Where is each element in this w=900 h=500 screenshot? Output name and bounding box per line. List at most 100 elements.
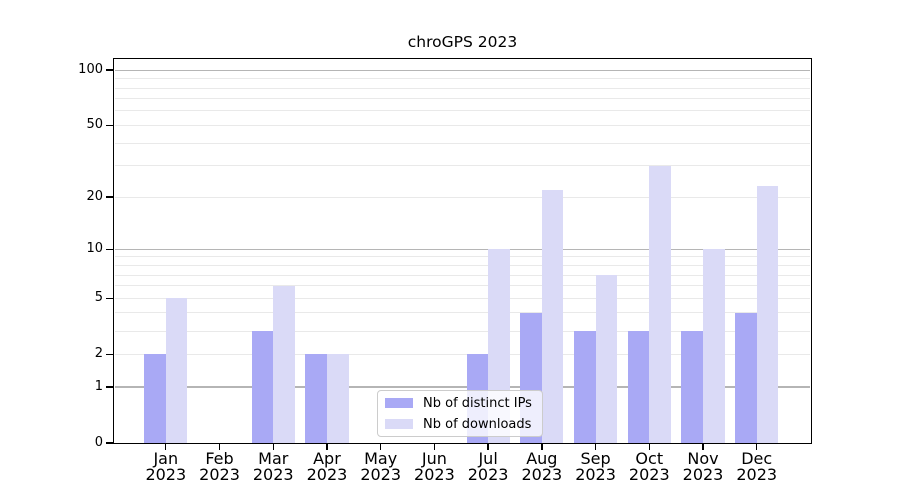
y-tick-mark	[106, 297, 113, 299]
x-tick-month: Jul	[478, 449, 498, 468]
minor-gridline	[115, 353, 810, 355]
minor-gridline	[115, 124, 810, 126]
x-tick-month: May	[364, 449, 398, 468]
x-tick-label: Oct 2023	[617, 451, 681, 482]
bar-ips-nov	[681, 331, 703, 443]
x-tick-label: May 2023	[349, 451, 413, 482]
x-tick-label: Jun 2023	[402, 451, 466, 482]
x-tick-month: Feb	[205, 449, 234, 468]
minor-gridline	[115, 78, 810, 80]
x-tick-month: Dec	[741, 449, 773, 468]
x-tick-label: Jan 2023	[134, 451, 198, 482]
y-tick-mark	[106, 248, 113, 250]
minor-gridline	[115, 265, 810, 266]
legend-swatch-downloads	[385, 419, 413, 429]
x-tick-mark	[218, 444, 221, 450]
minor-gridline	[115, 196, 810, 198]
y-tick-label: 100	[78, 62, 103, 78]
x-tick-label: Dec 2023	[725, 451, 789, 482]
chart-title: chroGPS 2023	[407, 33, 518, 51]
x-tick-mark	[541, 444, 543, 450]
y-tick-mark	[106, 353, 113, 355]
x-tick-year: 2023	[628, 464, 670, 484]
major-gridline	[115, 248, 810, 250]
bar-ips-sep	[573, 331, 596, 443]
x-tick-label: Sep 2023	[564, 451, 628, 482]
x-tick-mark	[326, 444, 328, 450]
bar-ips-dec	[735, 312, 757, 443]
x-tick-month: Mar	[258, 449, 289, 468]
x-tick-year: 2023	[414, 464, 455, 484]
x-tick-year: 2023	[360, 464, 402, 484]
bar-downloads-apr	[326, 354, 349, 443]
y-tick-label: 1	[94, 379, 103, 394]
minor-gridline	[115, 274, 810, 276]
legend: Nb of distinct IPs Nb of downloads	[377, 390, 543, 437]
minor-gridline	[115, 330, 810, 332]
legend-swatch-ips	[385, 398, 413, 408]
x-tick-label: Aug 2023	[510, 451, 574, 482]
x-tick-month: Jun	[421, 449, 447, 468]
minor-gridline	[115, 87, 810, 89]
x-tick-label: Feb 2023	[188, 451, 252, 482]
legend-row: Nb of distinct IPs	[385, 394, 542, 412]
x-tick-month: Sep	[580, 449, 611, 468]
x-tick-year: 2023	[575, 464, 616, 484]
x-tick-mark	[379, 444, 382, 450]
minor-gridline	[115, 285, 810, 287]
x-tick-mark	[648, 444, 650, 450]
minor-gridline	[115, 256, 810, 258]
y-tick-label: 5	[94, 290, 103, 306]
major-gridline	[115, 386, 810, 388]
y-tick-mark	[106, 386, 113, 388]
x-tick-mark	[433, 444, 436, 450]
y-tick-label: 2	[94, 346, 103, 362]
minor-gridline	[115, 297, 810, 299]
y-tick-label: 50	[86, 117, 103, 133]
x-tick-mark	[272, 444, 274, 450]
y-tick-mark	[106, 124, 113, 127]
bar-ips-jan	[144, 354, 166, 443]
y-tick-label: 0	[94, 435, 103, 450]
x-tick-year: 2023	[306, 464, 348, 484]
x-tick-month: Apr	[313, 449, 341, 468]
x-tick-mark	[702, 444, 704, 450]
x-tick-month: Jan	[153, 449, 179, 468]
y-tick-mark	[106, 69, 113, 71]
x-tick-year: 2023	[252, 464, 294, 484]
x-tick-year: 2023	[199, 464, 240, 484]
x-tick-label: Apr 2023	[295, 451, 359, 482]
legend-label: Nb of downloads	[423, 416, 532, 432]
x-tick-label: Mar 2023	[241, 451, 305, 482]
minor-gridline	[115, 98, 810, 100]
bar-downloads-jan	[165, 298, 188, 443]
x-tick-month: Aug	[526, 449, 558, 468]
x-tick-year: 2023	[467, 464, 509, 484]
y-tick-mark	[106, 196, 113, 198]
bar-ips-apr	[305, 354, 327, 443]
x-tick-month: Oct	[635, 449, 664, 468]
minor-gridline	[115, 142, 810, 144]
x-tick-month: Nov	[687, 449, 719, 468]
bar-downloads-aug	[541, 189, 564, 443]
bar-downloads-sep	[595, 275, 618, 443]
x-tick-mark	[756, 444, 758, 450]
bar-downloads-nov	[703, 249, 725, 443]
x-tick-year: 2023	[736, 464, 778, 484]
bar-downloads-mar	[273, 285, 295, 443]
y-tick-label: 20	[86, 189, 103, 205]
minor-gridline	[115, 165, 810, 167]
x-tick-year: 2023	[145, 464, 187, 484]
bar-ips-oct	[627, 331, 650, 443]
bar-downloads-oct	[649, 165, 671, 443]
y-tick-mark	[106, 442, 113, 444]
x-tick-mark	[487, 444, 489, 450]
minor-gridline	[115, 110, 810, 112]
minor-gridline	[115, 312, 810, 314]
legend-row: Nb of downloads	[385, 415, 542, 433]
x-tick-year: 2023	[521, 464, 563, 484]
x-tick-label: Nov 2023	[671, 451, 735, 482]
major-gridline	[115, 69, 810, 71]
y-tick-label: 10	[86, 241, 103, 257]
